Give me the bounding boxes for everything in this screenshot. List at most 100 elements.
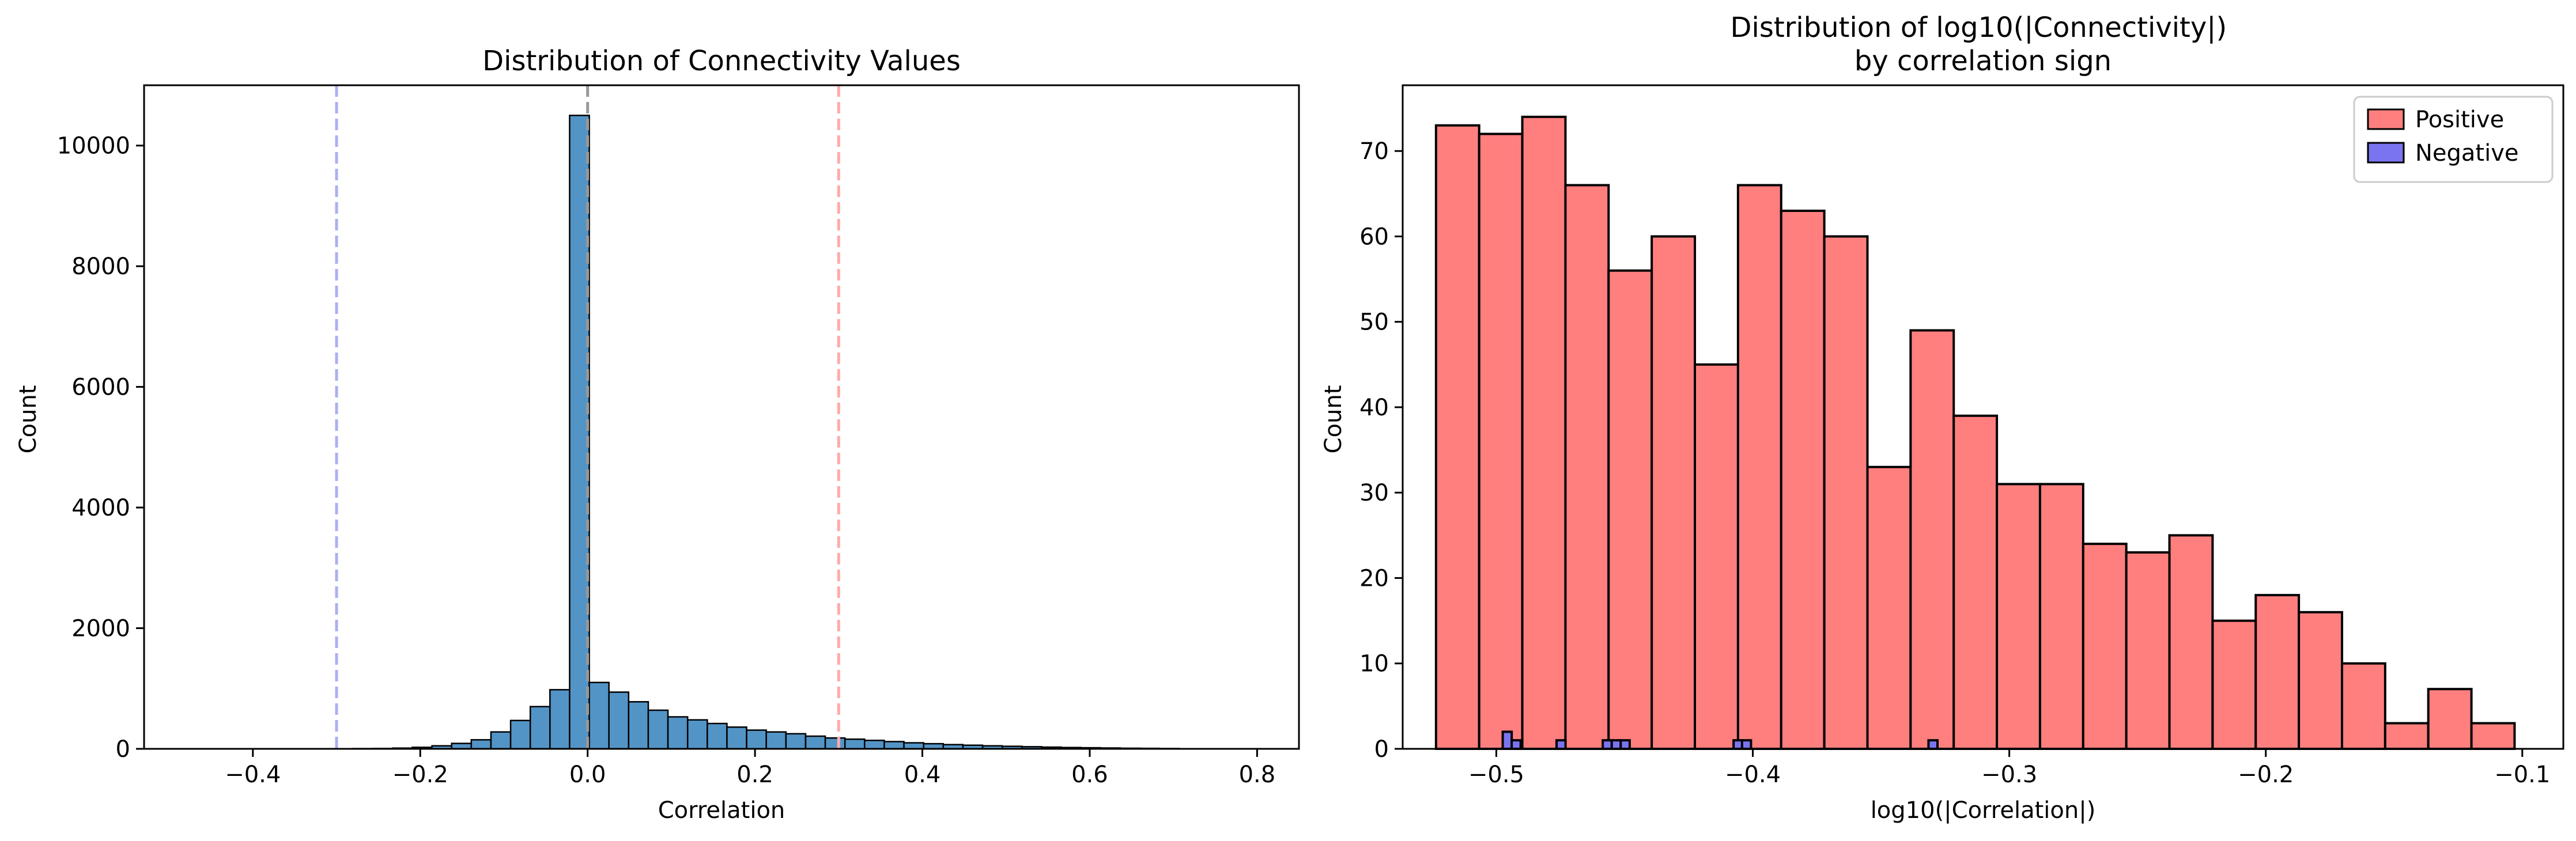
right-x-tick-label: −0.1 xyxy=(2494,762,2550,788)
left-x-tick-label: 0.4 xyxy=(904,762,941,788)
right-positive-bar xyxy=(1478,132,1524,750)
left-x-axis-label: Correlation xyxy=(658,797,785,824)
right-positive-bar xyxy=(2254,594,2301,750)
right-positive-bar xyxy=(2125,551,2171,750)
right-positive-bar xyxy=(1521,115,1567,751)
right-positive-bar xyxy=(2470,722,2516,751)
left-bar xyxy=(765,731,787,750)
right-positive-bar xyxy=(2038,483,2084,750)
left-bar xyxy=(667,716,689,750)
left-plot-area: −0.4 −0.2 0.0 0.2 0.4 0.6 0.8 0 2000 4000 6000 8000… xyxy=(57,84,1300,788)
right-negative-bar xyxy=(1740,739,1752,751)
left-bar xyxy=(569,115,590,750)
left-bar xyxy=(707,722,728,750)
right-y-tick-label: 60 xyxy=(1359,223,1389,250)
right-positive-bar xyxy=(1694,363,1739,750)
right-positive-bar xyxy=(1996,483,2041,750)
left-bar xyxy=(549,689,571,750)
right-positive-bar xyxy=(2082,543,2128,750)
right-positive-bar xyxy=(1866,465,1912,750)
left-y-tick-label: 6000 xyxy=(71,374,130,401)
right-negative-bar xyxy=(1610,739,1622,751)
right-positive-bar xyxy=(1736,184,1782,751)
left-bar xyxy=(529,706,551,750)
right-x-tick-label: −0.4 xyxy=(1725,762,1781,788)
right-x-tick-label: −0.5 xyxy=(1468,762,1524,788)
right-negative-bar xyxy=(1555,739,1567,751)
left-bar xyxy=(726,726,747,750)
right-x-tick-label: −0.2 xyxy=(2238,762,2294,788)
legend-swatch-negative xyxy=(2367,142,2405,164)
right-plot-area: −0.5 −0.4 −0.3 −0.2 −0.1 0 10 20 30 40 50 60 70 xyxy=(1359,84,2564,788)
right-y-tick-label: 0 xyxy=(1374,736,1389,763)
left-x-tick-label: 0.8 xyxy=(1239,762,1276,788)
left-bar xyxy=(903,742,924,750)
right-y-tick-label: 40 xyxy=(1359,395,1389,421)
connectivity-histogram-panel: Distribution of Connectivity Values −0.4… xyxy=(15,45,1300,824)
left-x-tick-label: 0.2 xyxy=(736,762,773,788)
left-bar xyxy=(647,709,669,750)
right-y-tick-label: 10 xyxy=(1359,651,1389,677)
left-y-tick-label: 4000 xyxy=(71,495,130,521)
left-y-tick-label: 2000 xyxy=(71,616,130,642)
left-x-tick-label: −0.2 xyxy=(392,762,448,788)
left-bar xyxy=(864,740,885,750)
right-negative-bar xyxy=(1619,739,1631,751)
right-positive-bar xyxy=(1952,414,1999,750)
right-chart-title-line-2: by correlation sign xyxy=(1854,45,2112,77)
right-negative-bar xyxy=(1601,739,1613,751)
right-x-tick-label: −0.3 xyxy=(1981,762,2037,788)
left-x-tick-label: 0.0 xyxy=(569,762,606,788)
left-bar xyxy=(883,741,905,750)
right-positive-bar xyxy=(1780,209,1826,750)
right-positive-bar xyxy=(1434,124,1480,750)
left-bar xyxy=(509,719,531,750)
right-positive-bar xyxy=(2427,688,2473,750)
right-positive-bar xyxy=(2298,611,2343,751)
left-bar xyxy=(628,701,649,750)
legend-label-positive: Positive xyxy=(2415,107,2504,133)
right-positive-bar xyxy=(1564,184,1610,751)
right-positive-bar xyxy=(2168,534,2214,751)
left-bar xyxy=(470,739,492,750)
right-axes-frame xyxy=(1402,84,2564,750)
right-chart-title: Distribution of log10(|Connectivity|) by… xyxy=(1731,12,2236,77)
left-bar xyxy=(490,731,512,750)
left-bar xyxy=(588,681,610,750)
left-y-tick-label: 10000 xyxy=(57,133,130,160)
right-chart-title-line-1: Distribution of log10(|Connectivity|) xyxy=(1731,12,2227,44)
right-positive-bar xyxy=(1650,235,1697,751)
right-y-tick-label: 50 xyxy=(1359,309,1389,336)
right-negative-bar xyxy=(1510,739,1522,751)
right-y-tick-label: 20 xyxy=(1359,565,1389,592)
left-bar xyxy=(686,719,708,750)
right-negative-bar xyxy=(1927,739,1939,751)
left-x-tick-label: −0.4 xyxy=(225,762,281,788)
left-bar xyxy=(844,738,866,750)
right-positive-bar xyxy=(2211,619,2257,750)
left-x-tick-label: 0.6 xyxy=(1071,762,1108,788)
left-bar xyxy=(608,691,630,750)
right-negative-bar xyxy=(1501,730,1513,750)
left-y-tick-label: 0 xyxy=(116,736,130,763)
log-connectivity-histogram-panel: Distribution of log10(|Connectivity|) by… xyxy=(1320,12,2564,824)
left-axes-frame xyxy=(143,84,1300,750)
left-bar xyxy=(785,733,807,750)
right-y-tick-label: 70 xyxy=(1359,138,1389,165)
legend-label-negative: Negative xyxy=(2415,140,2519,166)
right-y-tick-label: 30 xyxy=(1359,480,1389,506)
left-bar xyxy=(804,735,826,750)
left-bar xyxy=(746,729,767,750)
left-chart-title: Distribution of Connectivity Values xyxy=(482,45,961,77)
right-positive-bar xyxy=(2340,662,2386,750)
right-positive-bar xyxy=(1909,329,1955,750)
left-y-tick-label: 8000 xyxy=(71,253,130,280)
right-positive-bar xyxy=(1823,235,1869,751)
legend-swatch-positive xyxy=(2367,108,2405,130)
right-positive-bar xyxy=(2384,722,2430,751)
legend: Positive Negative xyxy=(2353,96,2554,183)
left-y-axis-label: Count xyxy=(15,385,41,454)
right-positive-bar xyxy=(1607,269,1653,751)
right-y-axis-label: Count xyxy=(1320,385,1347,454)
